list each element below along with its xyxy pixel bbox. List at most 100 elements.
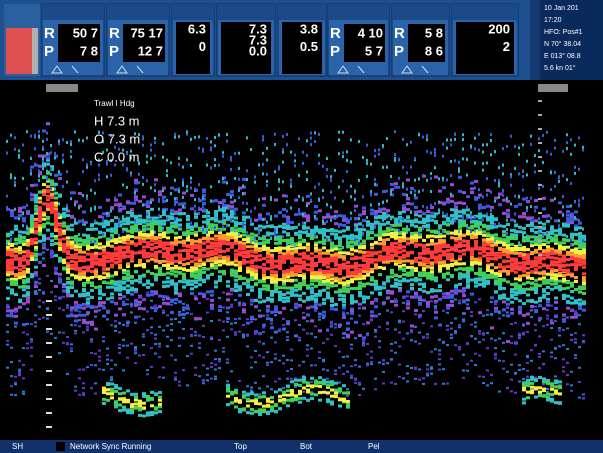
echo-pixel [30,323,33,325]
echo-pixel [302,381,306,384]
echo-pixel [206,236,210,239]
echo-pixel [98,368,101,370]
echo-pixel [278,278,282,281]
echo-pixel [334,257,338,260]
echo-pixel [38,179,40,182]
echo-pixel [94,240,96,243]
echo-pixel [46,331,49,333]
echo-pixel [418,369,421,371]
echo-pixel [58,140,60,143]
echo-pixel [262,288,266,291]
echo-pixel [394,274,398,277]
echo-pixel [318,376,322,379]
echo-pixel [70,343,73,345]
echo-pixel [14,136,16,139]
echo-pixel [174,318,177,320]
echo-pixel [118,237,122,240]
echo-pixel [10,263,14,266]
echo-pixel [434,308,437,310]
echo-pixel [426,375,429,377]
echo-pixel [262,204,266,207]
echo-pixel [82,211,86,214]
echo-pixel [282,223,286,226]
echo-pixel [270,388,273,390]
echo-pixel [286,254,290,257]
echo-pixel [214,248,218,251]
echo-pixel [262,408,266,411]
echo-pixel [434,302,437,304]
echo-pixel [366,265,370,268]
echo-pixel [202,190,206,193]
echo-pixel [346,261,350,264]
echo-pixel [446,256,450,259]
echo-pixel [442,186,446,189]
echo-pixel [106,363,109,365]
echo-pixel [382,360,385,362]
echo-pixel [330,270,334,273]
echo-pixel [214,164,216,167]
echo-pixel [358,214,362,217]
echo-pixel [318,241,322,244]
echo-pixel [430,261,434,264]
echo-pixel [254,245,258,248]
echo-pixel [262,274,266,277]
echo-pixel [398,261,402,264]
echo-pixel [66,264,70,267]
echo-pixel [446,198,450,201]
echo-pixel [370,318,373,320]
echo-pixel [318,209,322,212]
echo-pixel [150,318,153,320]
echo-pixel [298,282,302,285]
echo-pixel [42,234,46,237]
echo-pixel [218,164,220,167]
echo-pixel [302,329,305,331]
echo-pixel [38,130,40,133]
echo-pixel [126,236,130,239]
echo-pixel [6,206,8,209]
echo-pixel [162,299,165,301]
echo-pixel [238,244,242,247]
echo-pixel [290,291,294,294]
echo-pixel [262,343,265,345]
echo-pixel [282,355,285,357]
echo-pixel [438,269,442,272]
echo-pixel [78,139,80,142]
echo-pixel [338,278,342,281]
echo-pixel [438,227,440,230]
echo-pixel [126,410,130,413]
echo-pixel [246,245,250,248]
echo-pixel [22,243,26,246]
echo-pixel [70,241,74,244]
echo-pixel [262,391,266,394]
echo-pixel [322,271,326,274]
echo-pixel [142,307,146,310]
echo-pixel [378,340,381,342]
echo-pixel [46,176,48,179]
echo-pixel [242,394,246,397]
echo-pixel [210,237,214,240]
echo-pixel [282,362,285,364]
echo-pixel [334,268,338,271]
echo-pixel [430,190,432,193]
echo-pixel [346,388,349,390]
echo-pixel [274,170,276,173]
echo-pixel [382,303,385,305]
echo-pixel [142,354,145,356]
echo-pixel [34,205,38,208]
echo-pixel [290,221,294,224]
echo-pixel [194,297,198,300]
echo-pixel [142,318,145,320]
echo-pixel [38,197,42,200]
echo-pixel [338,242,340,245]
echo-pixel [390,183,394,186]
echo-pixel [402,273,406,276]
echo-pixel [130,280,134,283]
echo-pixel [54,210,58,213]
echo-pixel [58,277,61,279]
echo-pixel [90,323,94,326]
echo-pixel [310,252,314,255]
echo-pixel [122,392,126,395]
echo-pixel [394,236,398,239]
echo-pixel [86,248,90,251]
echo-pixel [398,251,402,254]
